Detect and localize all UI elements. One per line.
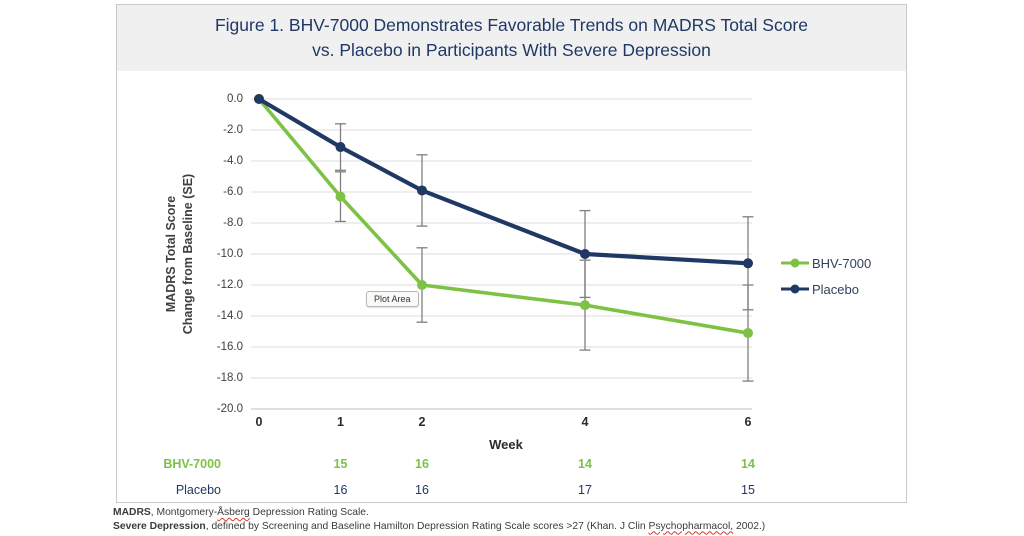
table-cell-bhv-7000-week-1: 15 <box>333 457 348 471</box>
figure-panel: Figure 1. BHV-7000 Demonstrates Favorabl… <box>116 4 907 503</box>
y-axis-title-line1: MADRS Total Score <box>164 195 178 313</box>
y-tick-label: 0.0 <box>227 92 243 105</box>
legend-item-bhv-7000: BHV-7000 <box>780 250 871 276</box>
y-axis-title: MADRS Total Score Change from Baseline (… <box>163 84 199 424</box>
figure-title-line1: Figure 1. BHV-7000 Demonstrates Favorabl… <box>214 15 808 35</box>
footnote-text: Åsberg <box>217 507 250 518</box>
y-tick-label: -20.0 <box>216 402 243 415</box>
chart-legend: BHV-7000 Placebo <box>780 250 871 302</box>
y-tick-label: -8.0 <box>223 216 243 229</box>
x-tick-label-week-6: 6 <box>744 415 752 429</box>
y-tick-label: -18.0 <box>216 371 243 384</box>
legend-marker-bhv-7000 <box>781 258 809 268</box>
footnote-term: MADRS <box>113 507 151 518</box>
footnote-text: Depression Rating Scale. <box>249 507 369 518</box>
y-tick-label: -14.0 <box>216 309 243 322</box>
y-tick-label: -16.0 <box>216 340 243 353</box>
y-tick-label: -10.0 <box>216 247 243 260</box>
x-tick-label-week-4: 4 <box>581 415 589 429</box>
legend-label-bhv-7000: BHV-7000 <box>812 255 872 271</box>
plot-area-tooltip: Plot Area <box>366 291 419 307</box>
footnote-text: Psychopharmacol, <box>648 520 734 532</box>
figure-title-line2: vs. Placebo in Participants With Severe … <box>312 40 711 60</box>
legend-label-placebo: Placebo <box>812 281 859 297</box>
figure-title-band: Figure 1. BHV-7000 Demonstrates Favorabl… <box>117 5 906 71</box>
y-tick-label: -6.0 <box>223 185 243 198</box>
legend-item-placebo: Placebo <box>780 276 871 302</box>
table-cell-bhv-7000-week-4: 14 <box>578 457 592 471</box>
table-row-label-bhv-7000: BHV-7000 <box>163 457 221 471</box>
table-cell-placebo-week-6: 15 <box>741 483 755 497</box>
table-cell-bhv-7000-week-6: 14 <box>741 457 755 471</box>
table-cell-bhv-7000-week-2: 16 <box>415 457 429 471</box>
footnote-text: , defined by Screening and Baseline Hami… <box>205 520 649 532</box>
y-tick-label: -2.0 <box>223 123 243 136</box>
plot-area[interactable] <box>251 99 752 409</box>
table-cell-placebo-week-1: 16 <box>333 483 348 497</box>
table-cell-placebo-week-4: 17 <box>578 483 592 497</box>
footnote-line: MADRS, Montgomery-Åsberg Depression Rati… <box>113 506 765 520</box>
table-row-label-placebo: Placebo <box>175 483 221 497</box>
table-cell-placebo-week-2: 16 <box>415 483 429 497</box>
footnote-text: 2002.) <box>733 520 766 532</box>
y-tick-label: -12.0 <box>216 278 243 291</box>
x-tick-label-week-2: 2 <box>418 415 426 429</box>
x-tick-label-week-0: 0 <box>255 415 263 429</box>
footnote-line: Severe Depression, defined by Screening … <box>113 520 765 534</box>
footnote-text: , Montgomery- <box>150 507 218 518</box>
x-tick-label-week-1: 1 <box>337 415 344 429</box>
footnote-term: Severe Depression <box>113 520 206 532</box>
legend-marker-placebo <box>781 284 809 294</box>
x-axis-title: Week <box>489 437 523 452</box>
footnotes: MADRS, Montgomery-Åsberg Depression Rati… <box>113 506 765 533</box>
y-tick-label: -4.0 <box>223 154 243 167</box>
